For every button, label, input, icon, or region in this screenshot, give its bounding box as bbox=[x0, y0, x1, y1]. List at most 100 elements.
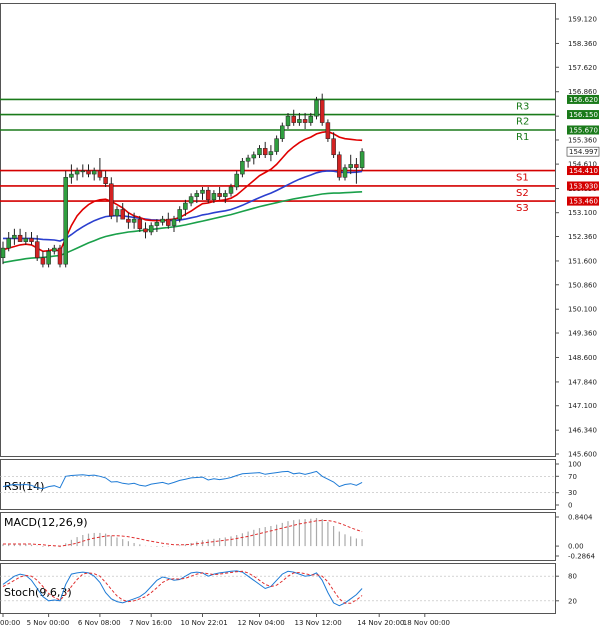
rsi-panel bbox=[0, 459, 556, 510]
level-price-label-s2: 153.930 bbox=[569, 182, 598, 190]
time-axis-label: 00:00 bbox=[0, 619, 20, 627]
candle-up bbox=[240, 160, 245, 175]
candle-up bbox=[52, 247, 57, 252]
candle-up bbox=[245, 157, 251, 162]
candle-up bbox=[228, 186, 234, 194]
candle-up bbox=[148, 225, 154, 233]
candle-up bbox=[223, 193, 228, 197]
indicator-axis-label: 0.00 bbox=[568, 543, 584, 551]
candle-down bbox=[103, 177, 108, 184]
candle-down bbox=[120, 209, 125, 220]
candle-down bbox=[137, 218, 143, 230]
candle-up bbox=[131, 218, 137, 223]
candle-down bbox=[40, 257, 46, 265]
candle-up bbox=[23, 238, 29, 242]
candle-up bbox=[280, 125, 285, 139]
level-price-label-r2: 156.150 bbox=[569, 111, 598, 119]
candle-up bbox=[297, 119, 302, 123]
level-name-s3: S3 bbox=[516, 203, 529, 214]
level-price-label-r1: 155.670 bbox=[569, 127, 598, 135]
time-axis-label: 13 Nov 12:00 bbox=[295, 619, 342, 627]
level-name-r3: R3 bbox=[516, 101, 529, 112]
price-axis-label: 159.120 bbox=[568, 16, 597, 24]
level-price-tag-s1 bbox=[567, 166, 599, 176]
candle-down bbox=[17, 234, 23, 242]
candle-up bbox=[154, 222, 160, 226]
candle-up bbox=[12, 234, 17, 239]
candle-up bbox=[348, 164, 353, 168]
candle-up bbox=[200, 189, 205, 194]
candle-down bbox=[143, 228, 148, 233]
level-price-label-r3: 156.620 bbox=[569, 96, 598, 104]
indicator-axis-label: 0.8404 bbox=[568, 514, 593, 522]
candle-up bbox=[251, 154, 257, 159]
level-name-s1: S1 bbox=[516, 173, 529, 184]
candle-down bbox=[354, 164, 359, 168]
price-axis-label: 147.840 bbox=[568, 378, 597, 386]
candle-up bbox=[63, 177, 68, 265]
current-price-label: 154.997 bbox=[569, 148, 598, 156]
time-axis-label: 12 Nov 04:00 bbox=[238, 619, 285, 627]
price-axis-label: 145.600 bbox=[568, 451, 597, 459]
macd-signal-line bbox=[3, 520, 363, 547]
stoch-panel bbox=[0, 563, 556, 614]
candle-up bbox=[80, 170, 86, 173]
indicator-axis-label: 20 bbox=[568, 597, 577, 605]
candle-down bbox=[57, 247, 63, 265]
candle-up bbox=[114, 209, 120, 217]
candle-down bbox=[86, 170, 91, 175]
indicator-axis-label: 100 bbox=[568, 461, 581, 469]
candle-down bbox=[262, 148, 268, 156]
candle-down bbox=[109, 183, 114, 217]
macd-panel bbox=[0, 512, 556, 561]
candle-down bbox=[126, 218, 131, 223]
candle-up bbox=[46, 251, 51, 265]
candle-up bbox=[74, 170, 80, 175]
price-axis-label: 150.100 bbox=[568, 306, 597, 314]
price-panel bbox=[0, 3, 556, 457]
candle-up bbox=[160, 218, 165, 223]
level-price-tag-s3 bbox=[567, 196, 599, 206]
candle-up bbox=[6, 238, 11, 249]
level-price-tag-r3 bbox=[567, 94, 599, 104]
price-axis-label: 156.860 bbox=[568, 88, 597, 96]
candle-down bbox=[291, 115, 296, 123]
level-price-tag-r2 bbox=[567, 110, 599, 120]
candle-up bbox=[285, 115, 291, 127]
price-axis-label: 147.100 bbox=[568, 402, 597, 410]
ma-mid-line bbox=[3, 170, 363, 242]
candle-down bbox=[331, 138, 336, 156]
candle-up bbox=[91, 170, 97, 175]
candle-up bbox=[342, 167, 348, 178]
level-price-label-s1: 154.410 bbox=[569, 167, 598, 175]
level-name-s2: S2 bbox=[516, 188, 529, 199]
time-axis-label: 7 Nov 16:00 bbox=[129, 619, 172, 627]
candle-up bbox=[188, 196, 194, 204]
price-axis-label: 148.600 bbox=[568, 354, 597, 362]
price-axis-label: 151.600 bbox=[568, 257, 597, 265]
price-axis-label: 149.360 bbox=[568, 330, 597, 338]
price-axis-label: 146.340 bbox=[568, 427, 597, 435]
candle-up bbox=[274, 138, 279, 152]
indicator-axis-label: 80 bbox=[568, 573, 577, 581]
ma-fast-line bbox=[2, 130, 363, 253]
candle-down bbox=[325, 122, 331, 139]
candle-up bbox=[69, 173, 74, 178]
candle-up bbox=[183, 202, 188, 210]
time-axis-label: 14 Nov 20:00 bbox=[357, 619, 404, 627]
candle-up bbox=[268, 151, 274, 156]
level-price-label-s3: 153.460 bbox=[569, 198, 598, 206]
price-axis-label: 150.860 bbox=[568, 281, 597, 289]
candle-up bbox=[177, 209, 182, 220]
indicator-axis-label: 30 bbox=[568, 489, 577, 497]
candle-up bbox=[171, 218, 177, 226]
price-axis-label: 158.360 bbox=[568, 40, 597, 48]
candle-down bbox=[337, 154, 342, 178]
time-axis-label: 5 Nov 00:00 bbox=[27, 619, 70, 627]
rsi-line bbox=[2, 470, 363, 490]
candle-down bbox=[34, 241, 40, 258]
indicator-label-0: RSI(14) bbox=[4, 480, 44, 493]
candle-down bbox=[302, 119, 308, 123]
time-axis-label: 10 Nov 22:01 bbox=[181, 619, 228, 627]
level-name-r1: R1 bbox=[516, 132, 529, 143]
